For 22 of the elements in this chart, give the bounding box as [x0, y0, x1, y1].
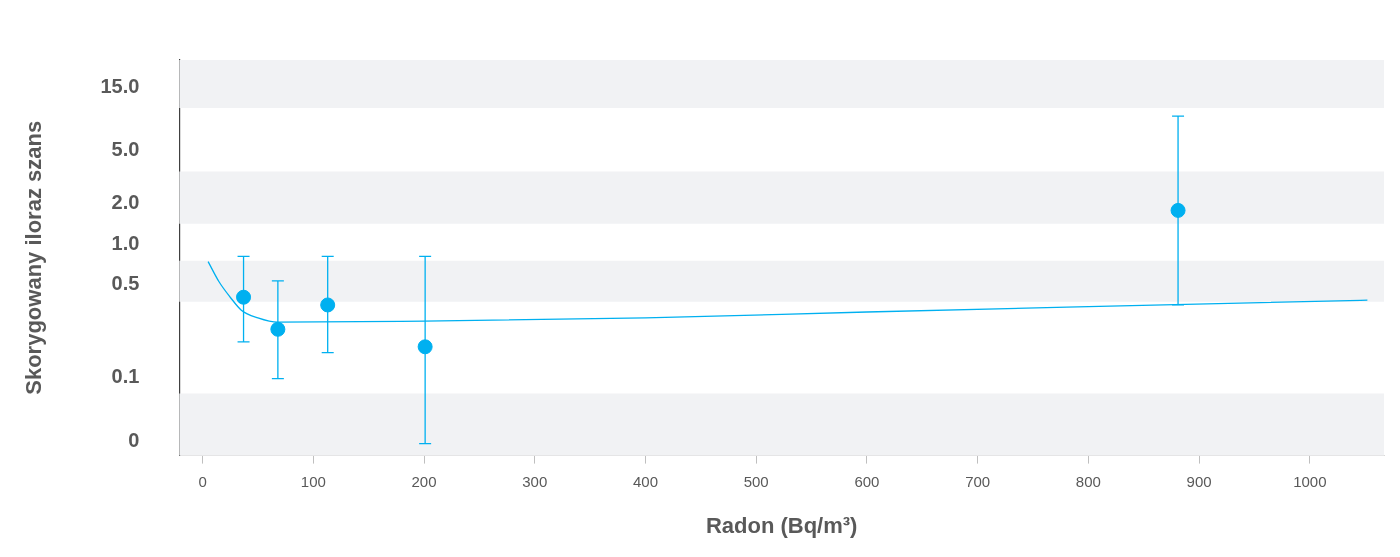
x-tick-label: 600	[854, 472, 880, 490]
x-tick-label: 1000	[1293, 472, 1327, 490]
x-tick-label: 700	[965, 472, 991, 490]
x-tick-label: 800	[1075, 472, 1101, 490]
x-tick-label: 400	[632, 472, 658, 490]
y-tick-label: 0.5	[111, 271, 140, 294]
y-axis-title: Skorygowany iloraz szans	[21, 120, 47, 395]
x-tick-label: 0	[198, 472, 207, 490]
y-tick-label: 1.0	[111, 231, 140, 254]
x-tick-label: 300	[522, 472, 548, 490]
x-tick-label: 100	[300, 472, 326, 490]
x-axis-title: Radon (Bq/m³)	[705, 512, 858, 538]
y-tick-label: 0.1	[111, 365, 140, 388]
y-tick-label: 5.0	[111, 138, 140, 161]
x-tick-label: 500	[743, 472, 769, 490]
y-tick-label: 2.0	[111, 191, 140, 214]
x-tick-label: 200	[411, 472, 437, 490]
x-tick-label: 900	[1186, 472, 1212, 490]
y-tick-label: 0	[128, 429, 140, 452]
point	[236, 289, 252, 305]
point	[320, 297, 336, 313]
y-tick-label: 15.0	[100, 74, 140, 97]
